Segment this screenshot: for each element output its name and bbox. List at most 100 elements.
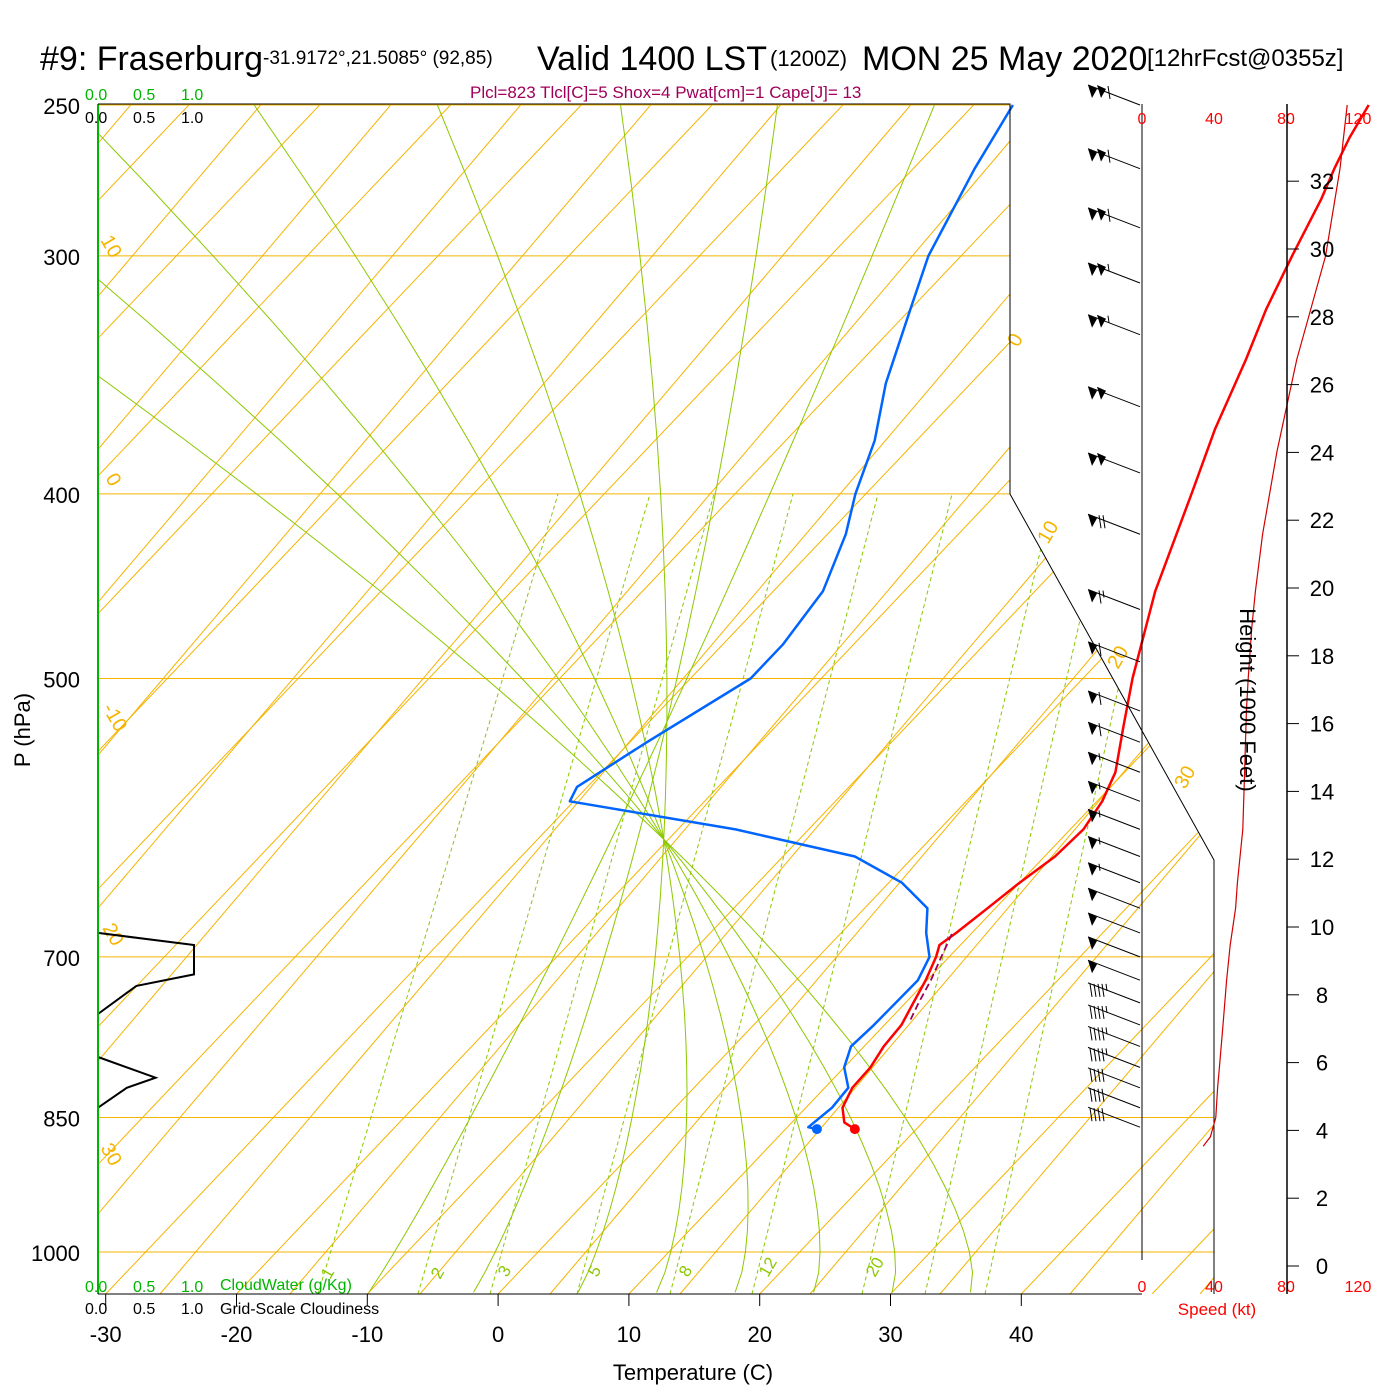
cloudwater-tick-top-1: 0.5 — [133, 87, 155, 104]
wind-barb — [1087, 721, 1141, 743]
wind-barb — [1087, 207, 1141, 229]
chart-traces — [97, 104, 1370, 1135]
wind-barb-pennant — [1088, 148, 1097, 162]
valid-time: Valid 1400 LST — [537, 40, 767, 78]
station-coords: -31.9172°,21.5085° (92,85) — [263, 48, 493, 69]
wind-barb-half-feather — [1105, 1005, 1108, 1014]
wind-barb-half-feather — [1098, 810, 1101, 818]
speed-tick-top: 40 — [1205, 111, 1223, 128]
wind-barb — [1087, 314, 1141, 336]
height-tick-label: 30 — [1310, 237, 1334, 262]
dry-adiabat — [1330, 104, 1400, 1294]
wind-barb — [1087, 84, 1141, 106]
wind-barb-staff — [1087, 982, 1141, 1004]
height-tick-label: 2 — [1316, 1186, 1328, 1211]
wind-barb-feather — [1101, 1108, 1105, 1122]
mixing-ratio-label: 20 — [862, 1254, 888, 1280]
forecast-label: [12hrFcst@0355z] — [1147, 45, 1343, 72]
mixing-ratio-line — [417, 493, 651, 1294]
isotherm-label: -10 — [98, 700, 132, 736]
parcel-line — [909, 932, 954, 1020]
wind-barb-staff — [1087, 751, 1141, 773]
isotherm-40 — [1020, 104, 1214, 1294]
x-tick-label: -30 — [90, 1322, 122, 1347]
cloudwater-tick-top-0: 0.0 — [85, 87, 107, 104]
wind-barb-pennant — [1097, 452, 1106, 466]
height-tick-label: 0 — [1316, 1254, 1328, 1279]
dewpoint-line — [568, 104, 1014, 1131]
wind-barb-half-feather — [1098, 753, 1101, 761]
wind-barb — [1087, 936, 1141, 958]
wind-barb-staff — [1087, 959, 1141, 981]
wind-barb-pennant — [1088, 314, 1097, 328]
wind-barb-feather — [1098, 691, 1102, 706]
height-tick-label: 6 — [1316, 1051, 1328, 1076]
height-tick-label: 16 — [1310, 712, 1334, 737]
isotherm--50 — [98, 104, 975, 1294]
height-tick-label: 10 — [1310, 915, 1334, 940]
wind-barb-half-feather — [1098, 837, 1101, 845]
wind-barb-pennant — [1088, 936, 1097, 950]
dry-adiabat — [0, 104, 2, 1294]
wind-barb-feather — [1097, 1068, 1101, 1082]
wind-barb-half-feather — [1105, 1048, 1108, 1056]
pressure-label: 300 — [43, 245, 80, 270]
isotherm-50 — [1151, 104, 1214, 1294]
wind-barb-feather — [1097, 1108, 1101, 1122]
wind-barb-staff — [1087, 1087, 1141, 1109]
wind-barb — [1087, 751, 1141, 773]
wind-barb-feather — [1097, 1005, 1101, 1020]
wind-barb — [1087, 452, 1141, 474]
dry-adiabat — [1069, 104, 1214, 1294]
wind-barb-staff — [1087, 836, 1141, 857]
isotherm-label: 0 — [101, 470, 126, 491]
wind-barb-pennant — [1088, 452, 1097, 466]
wind-barb — [1087, 386, 1141, 408]
dry-adiabat — [98, 104, 392, 1294]
pressure-label: 500 — [43, 668, 80, 693]
wind-barb-pennant — [1088, 781, 1097, 795]
wind-barb-staff — [1087, 887, 1141, 909]
wind-barb-feather — [1089, 1088, 1093, 1102]
dry-adiabat — [159, 104, 1172, 1294]
cloudiness-tick-top-2: 1.0 — [181, 110, 203, 127]
isotherm-0 — [497, 104, 1214, 1294]
wind-barb-pennant — [1088, 809, 1097, 823]
isotherm-60 — [1283, 104, 1400, 1294]
speed-tick-top: 120 — [1345, 111, 1372, 128]
wind-barb-staff — [1087, 912, 1141, 934]
wind-barb-feather — [1089, 1068, 1093, 1082]
wind-barb-feather — [1093, 1027, 1097, 1041]
wind-barb-pennant — [1088, 722, 1097, 736]
isotherm--10 — [366, 104, 1214, 1294]
wind-barb-staff — [1087, 452, 1141, 474]
pressure-label: 850 — [43, 1107, 80, 1132]
wind-barb-feather — [1101, 983, 1105, 997]
wind-barb-pennant — [1097, 148, 1106, 162]
dry-adiabat — [98, 104, 782, 1294]
isotherm--70 — [98, 104, 714, 1294]
wind-barb-feather — [1093, 983, 1097, 997]
wind-barb-feather — [1102, 515, 1106, 529]
wind-barb-feather — [1098, 723, 1102, 737]
mixing-ratio-line — [924, 493, 1110, 1294]
wind-barb-pennant — [1097, 386, 1106, 400]
isotherm-label: 10 — [96, 232, 126, 262]
cloudwater-label: CloudWater (g/Kg) — [220, 1277, 352, 1294]
surface-dewpoint-dot — [811, 1124, 822, 1135]
wind-barb — [1087, 1067, 1141, 1089]
mixing-ratio-line — [984, 493, 1162, 1294]
mixing-ratio-label: 8 — [675, 1262, 696, 1280]
wind-barb-pennant — [1088, 207, 1097, 221]
mixing-ratio-line — [317, 493, 559, 1294]
x-tick-label: 30 — [878, 1322, 902, 1347]
moist-adiabat — [368, 104, 935, 1293]
speed-axis-title: Speed (kt) — [1178, 1300, 1256, 1319]
pressure-label: 250 — [43, 94, 80, 119]
wind-barb-half-feather — [1107, 263, 1110, 272]
wind-barb-staff — [1087, 386, 1141, 408]
wind-barb-staff — [1087, 721, 1141, 743]
isotherm-label: 30 — [96, 1140, 126, 1170]
wind-barb-pennant — [1088, 85, 1097, 98]
wind-barb — [1087, 912, 1141, 934]
